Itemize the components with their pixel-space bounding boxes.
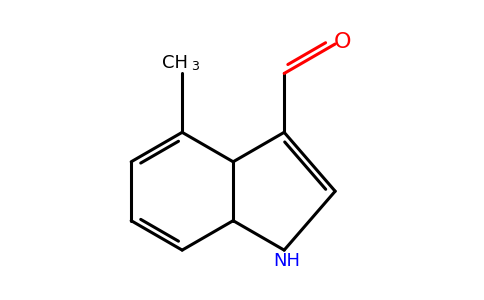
Text: NH: NH [273, 252, 301, 270]
Text: 3: 3 [191, 60, 199, 73]
Text: CH: CH [162, 54, 188, 72]
Text: O: O [334, 32, 351, 52]
